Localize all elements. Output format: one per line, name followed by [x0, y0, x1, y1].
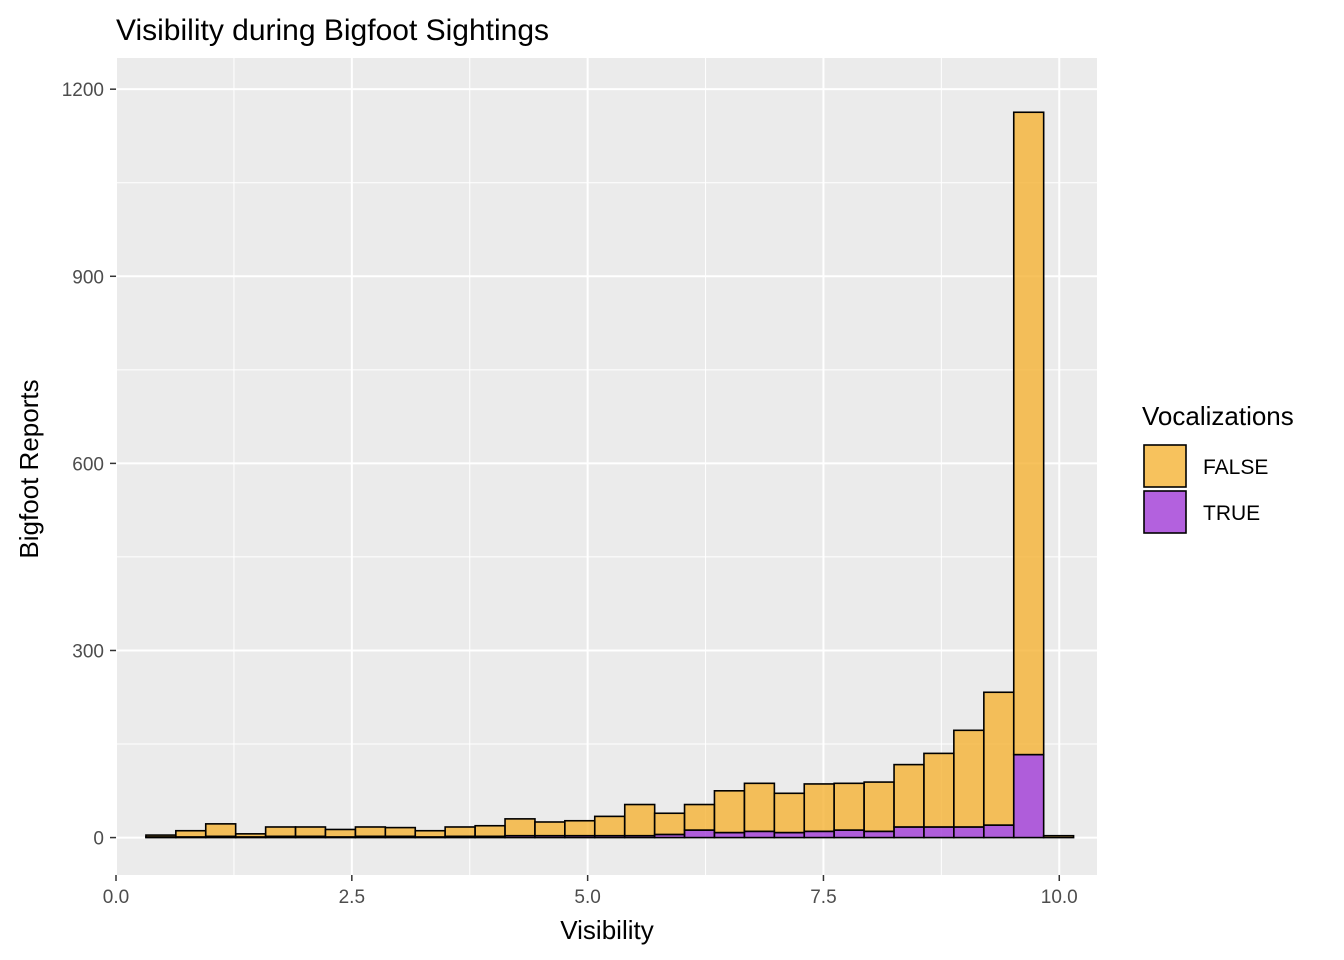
bar-false — [384, 826, 417, 838]
bar-false — [893, 763, 925, 828]
bar-false — [773, 792, 806, 834]
bar-true — [743, 830, 776, 839]
bar-false — [264, 826, 297, 838]
bar-false — [474, 824, 506, 838]
bar-false — [1042, 834, 1075, 839]
chart-title: Visibility during Bigfoot Sightings — [116, 14, 549, 47]
bar-false — [953, 729, 985, 828]
bar-false — [175, 829, 207, 838]
bar-false — [145, 834, 177, 838]
bar-true — [893, 826, 925, 839]
legend: Vocalizations FALSE TRUE — [1142, 401, 1294, 534]
bar-false — [653, 812, 686, 836]
bar-false — [234, 833, 267, 838]
bar-false — [564, 819, 596, 837]
bar-true — [833, 829, 865, 839]
x-tick-label: 10.0 — [1041, 887, 1078, 908]
bar-false — [504, 818, 536, 837]
bar-false — [294, 826, 327, 838]
x-axis: 0.0 2.5 5.0 7.5 10.0 — [103, 875, 1078, 908]
bar-false — [534, 821, 566, 837]
bar-true — [953, 826, 985, 839]
bar-true — [983, 824, 1015, 839]
grid-minor — [116, 58, 1097, 875]
x-tick-label: 0.0 — [103, 887, 129, 908]
x-tick-label: 7.5 — [810, 887, 836, 908]
x-tick-label: 5.0 — [574, 887, 600, 908]
bar-true — [1012, 753, 1045, 839]
bar-false — [863, 781, 895, 833]
bar-false — [713, 790, 746, 834]
bar-false — [354, 826, 387, 838]
y-tick-label: 600 — [72, 454, 104, 475]
legend-key-true — [1143, 490, 1187, 534]
y-tick-label: 0 — [93, 829, 104, 850]
y-axis-title: Bigfoot Reports — [14, 379, 44, 558]
x-axis-title: Visibility — [560, 915, 653, 945]
bar-false — [683, 803, 716, 831]
bar-false — [593, 815, 626, 837]
bar-false — [833, 782, 865, 831]
y-axis: 0 300 600 900 1200 — [62, 80, 116, 850]
bar-false — [1012, 111, 1045, 756]
legend-label-false: FALSE — [1203, 456, 1268, 479]
bar-true — [923, 826, 955, 839]
histogram-bars — [145, 111, 1075, 839]
legend-key-false — [1143, 444, 1187, 488]
bar-false — [444, 826, 476, 838]
legend-title: Vocalizations — [1142, 401, 1294, 431]
bar-true — [683, 829, 716, 839]
y-tick-label: 1200 — [62, 80, 104, 101]
plot-panel — [116, 58, 1097, 875]
bar-false — [983, 691, 1015, 826]
bar-false — [204, 823, 237, 838]
bar-false — [743, 782, 776, 833]
x-tick-label: 2.5 — [339, 887, 365, 908]
bar-true — [803, 830, 835, 839]
bar-false — [324, 828, 357, 838]
y-tick-label: 300 — [72, 641, 104, 662]
bar-false — [623, 803, 656, 837]
legend-label-true: TRUE — [1203, 502, 1260, 525]
y-tick-label: 900 — [72, 267, 104, 288]
bar-false — [803, 783, 835, 833]
bar-false — [923, 752, 955, 828]
bar-false — [414, 829, 446, 838]
bar-true — [863, 830, 895, 839]
